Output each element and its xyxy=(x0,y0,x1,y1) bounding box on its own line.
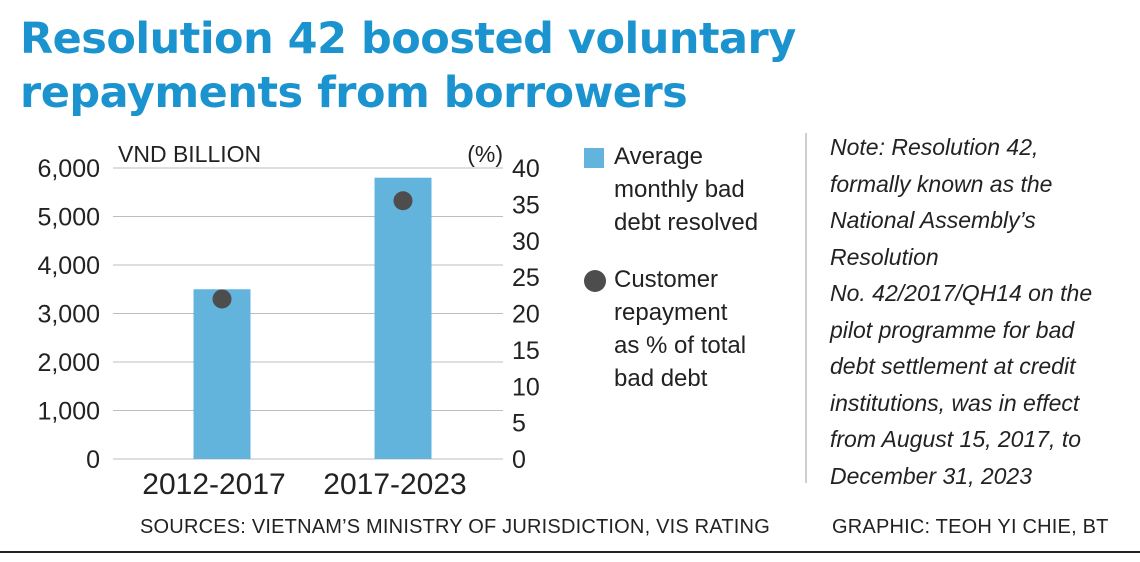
legend-bar-label-line: Average xyxy=(614,143,703,170)
legend-dot-label-line: as % of total xyxy=(614,332,747,359)
note-line: No. 42/2017/QH14 on the xyxy=(830,280,1093,306)
note-line: pilot programme for bad xyxy=(830,316,1075,343)
note-line: institutions, was in effect xyxy=(830,389,1080,416)
chart-note: Note: Resolution 42, formally known as t… xyxy=(830,129,1135,494)
legend-item-bars: Average monthly bad debt resolved xyxy=(582,140,802,239)
right-tick-label: 10 xyxy=(512,373,540,401)
note-line: from August 15, 2017, to xyxy=(830,426,1082,452)
bottom-rule xyxy=(0,551,1140,553)
legend-item-dots: Customer repayment as % of total bad deb… xyxy=(582,263,802,395)
chart-title: Resolution 42 boosted voluntary repaymen… xyxy=(20,12,796,120)
note-line: Resolution xyxy=(830,243,939,270)
legend-dot-label-line: bad debt xyxy=(614,365,708,392)
left-tick-label: 5,000 xyxy=(37,204,100,232)
left-tick-label: 2,000 xyxy=(37,349,100,377)
graphic-credit: GRAPHIC: TEOH YI CHIE, BT xyxy=(832,516,1109,538)
right-tick-label: 0 xyxy=(512,446,526,474)
bar xyxy=(193,289,251,459)
left-tick-label: 6,000 xyxy=(37,155,100,183)
chart-plot-area: 0 1,000 2,000 3,000 4,000 5,000 6,000 0 5 10 15 20 2… xyxy=(37,141,540,501)
right-tick-label: 25 xyxy=(512,264,540,292)
legend-bar-swatch xyxy=(584,148,604,168)
y-axis-label-right: (%) xyxy=(467,141,503,167)
y-axis-label-left: VND BILLION xyxy=(118,141,261,167)
left-tick-label: 1,000 xyxy=(37,398,100,426)
note-line: formally known as the xyxy=(830,170,1053,197)
legend-bar-label-line: monthly bad xyxy=(614,176,745,203)
title-line-1: Resolution 42 boosted voluntary xyxy=(20,14,796,64)
legend-dot-label-line: repayment xyxy=(614,299,728,326)
chart-legend: Average monthly bad debt resolved Custom… xyxy=(582,140,802,395)
note-line: December 31, 2023 xyxy=(830,462,1033,489)
note-divider xyxy=(805,133,807,483)
right-tick-label: 5 xyxy=(512,410,526,438)
right-tick-label: 20 xyxy=(512,301,540,329)
legend-dot-marker xyxy=(584,270,606,292)
legend-bar-label-line: debt resolved xyxy=(614,209,759,236)
note-line: National Assembly’s xyxy=(830,207,1036,233)
repayment-dot xyxy=(393,191,413,211)
right-tick-label: 40 xyxy=(512,155,540,183)
left-tick-label: 3,000 xyxy=(37,301,100,329)
note-line: debt settlement at credit xyxy=(830,353,1076,379)
x-tick-label: 2012-2017 xyxy=(142,468,285,501)
right-tick-label: 35 xyxy=(512,191,540,219)
note-line: Note: Resolution 42, xyxy=(830,134,1039,160)
bar xyxy=(374,177,432,459)
title-line-2: repayments from borrowers xyxy=(20,68,688,118)
x-tick-label: 2017-2023 xyxy=(323,468,466,501)
left-tick-label: 0 xyxy=(86,446,100,474)
left-tick-label: 4,000 xyxy=(37,252,100,280)
legend-dot-label-line: Customer xyxy=(614,266,719,293)
right-tick-label: 30 xyxy=(512,228,540,256)
repayment-dot xyxy=(212,289,232,309)
sources-credit: SOURCES: VIETNAM’S MINISTRY OF JURISDICT… xyxy=(140,516,770,538)
right-tick-label: 15 xyxy=(512,337,540,365)
